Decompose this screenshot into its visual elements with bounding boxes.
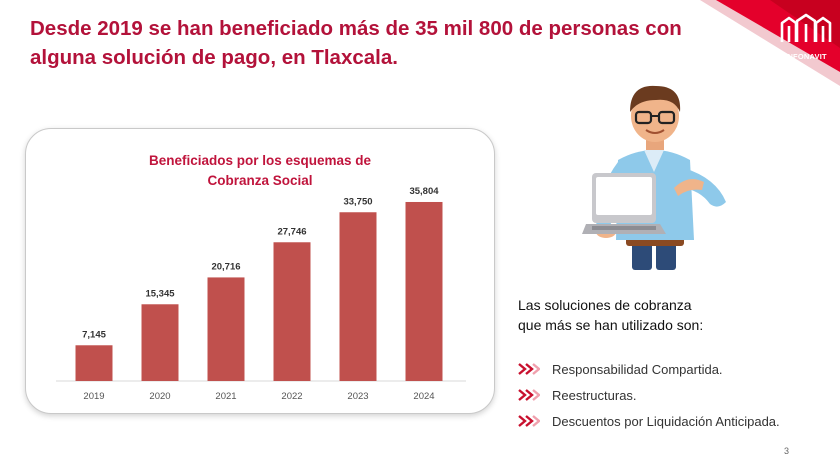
data-label-2024: 35,804 [409,186,439,197]
double-chevron-right-icon [518,363,540,375]
bar-2019 [75,345,113,381]
bar-chart: 7,145 2019 15,345 2020 20,716 2021 27,746 2022 3… [56,186,466,402]
solutions-heading-line-1: Las soluciones de cobranza [518,297,692,313]
bar-2021 [207,277,245,381]
bar-2023 [339,212,377,381]
infonavit-logo: INFONAVIT [778,12,834,61]
chart-title-line-1: Beneficiados por los esquemas de [148,153,372,168]
x-tick-2020: 2020 [149,391,170,402]
data-label-2023: 33,750 [343,196,372,207]
bar-2022 [273,242,311,381]
solution-item-label: Descuentos por Liquidación Anticipada. [552,413,780,429]
chart-title-line-2: Cobranza Social [207,173,313,188]
person-with-laptop-icon [576,78,736,273]
page-number: 3 [784,446,790,456]
x-tick-2024: 2024 [413,391,434,402]
chart-title: Beneficiados por los esquemas de Cobranz… [26,151,494,191]
data-label-2021: 20,716 [211,261,240,272]
solution-item-label: Reestructuras. [552,387,637,403]
data-label-2019: 7,145 [82,329,106,340]
infonavit-house-icon [780,13,832,42]
bar-2024 [405,201,443,381]
data-label-2022: 27,746 [277,226,306,237]
x-tick-2022: 2022 [281,391,302,402]
solution-item-label: Responsabilidad Compartida. [552,361,723,377]
brand-name: INFONAVIT [785,52,827,61]
chart-card: Beneficiados por los esquemas de Cobranz… [25,128,495,414]
double-chevron-right-icon [518,415,540,427]
data-label-2020: 15,345 [145,288,175,299]
person-illustration [582,85,726,270]
x-tick-2023: 2023 [347,391,368,402]
solutions-heading: Las soluciones de cobranza que más se ha… [518,295,818,335]
bar-2020 [141,304,179,381]
solutions-list: Responsabilidad Compartida. Reestructura… [518,356,780,434]
x-tick-2019: 2019 [83,391,104,402]
brand-corner: INFONAVIT [700,0,840,90]
list-item: Reestructuras. [518,382,780,408]
x-tick-2021: 2021 [215,391,236,402]
page-headline: Desde 2019 se han beneficiado más de 35 … [30,17,682,69]
list-item: Descuentos por Liquidación Anticipada. [518,408,780,434]
solutions-heading-line-2: que más se han utilizado son: [518,317,704,333]
double-chevron-right-icon [518,389,540,401]
list-item: Responsabilidad Compartida. [518,356,780,382]
